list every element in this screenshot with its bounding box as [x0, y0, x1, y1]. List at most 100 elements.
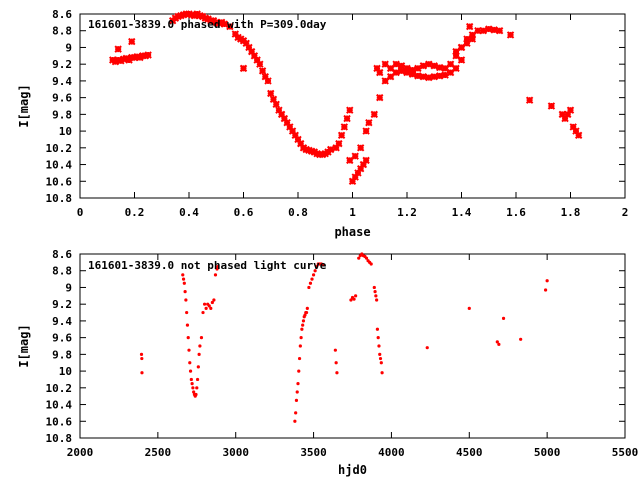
- phased-data-point: [506, 31, 515, 39]
- phased-data-point: [226, 22, 234, 31]
- phased-data-point: [376, 68, 384, 77]
- phased-data-point: [392, 60, 400, 68]
- unphased-data-point: [335, 371, 339, 375]
- phased-data-point: [346, 106, 354, 114]
- unphased-data-point: [467, 306, 471, 310]
- unphased-data-point: [352, 297, 356, 301]
- phased-y-tick-label: 10.2: [46, 142, 73, 155]
- phased-data-point: [340, 123, 349, 131]
- phased-data-point: [267, 89, 275, 98]
- unphased-data-point: [181, 273, 185, 277]
- phased-data-point: [566, 106, 575, 114]
- unphased-data-point: [303, 313, 307, 317]
- unphased-data-point: [321, 263, 325, 267]
- phased-x-axis-label: phase: [334, 225, 370, 239]
- phased-data-point: [326, 145, 335, 154]
- phased-data-point: [392, 68, 400, 77]
- unphased-data-point: [186, 336, 190, 340]
- unphased-data-point: [298, 344, 302, 348]
- unphased-data-point: [195, 386, 199, 390]
- unphased-x-tick-label: 2500: [145, 446, 172, 459]
- unphased-data-point: [184, 298, 188, 302]
- phased-data-point: [362, 156, 370, 165]
- unphased-data-point: [188, 369, 193, 373]
- phased-data-point: [425, 60, 433, 68]
- unphased-data-point: [301, 319, 306, 323]
- phased-data-point: [495, 27, 504, 35]
- unphased-data-point: [364, 256, 369, 260]
- unphased-y-tick-label: 9.2: [52, 298, 72, 311]
- phased-data-point: [485, 25, 493, 33]
- unphased-data-point: [293, 419, 297, 423]
- unphased-data-point: [140, 371, 144, 375]
- phased-data-point: [362, 127, 370, 135]
- phased-data-point: [435, 63, 444, 72]
- unphased-data-point: [375, 327, 380, 331]
- unphased-data-point: [377, 344, 381, 348]
- phased-data-point: [351, 152, 359, 160]
- phased-x-tick-label: 2: [622, 206, 629, 219]
- unphased-y-tick-label: 10: [59, 365, 72, 378]
- unphased-data-point: [369, 262, 373, 266]
- unphased-data-point: [373, 290, 377, 294]
- phased-data-point: [256, 60, 264, 68]
- unphased-x-tick-label: 4500: [456, 446, 483, 459]
- phased-data-point: [474, 27, 482, 35]
- phased-y-tick-label: 8.8: [52, 25, 72, 38]
- unphased-data-point: [305, 306, 309, 310]
- phased-data-point: [264, 77, 272, 85]
- unphased-data-point: [300, 327, 304, 331]
- unphased-y-tick-label: 10.4: [46, 399, 73, 412]
- unphased-y-tick-label: 9.6: [52, 332, 72, 345]
- unphased-data-point: [213, 273, 218, 277]
- unphased-data-point: [357, 256, 361, 260]
- unphased-data-point: [209, 306, 213, 310]
- phased-data-point: [356, 144, 365, 152]
- unphased-data-point: [194, 392, 198, 397]
- unphased-data-point: [315, 264, 319, 269]
- phased-data-point: [144, 51, 152, 59]
- unphased-y-tick-label: 10.8: [46, 432, 73, 445]
- unphased-data-point: [295, 390, 299, 394]
- unphased-data-point: [139, 352, 144, 356]
- unphased-data-point: [294, 398, 299, 402]
- phased-data-point: [386, 73, 395, 81]
- phased-data-point: [408, 66, 417, 74]
- unphased-x-tick-label: 3000: [222, 446, 249, 459]
- phased-y-tick-label: 8.6: [52, 8, 72, 21]
- unphased-data-point: [333, 348, 337, 352]
- phased-x-tick-label: 0.8: [288, 206, 308, 219]
- unphased-data-point: [349, 298, 353, 302]
- unphased-data-point: [376, 336, 380, 340]
- phased-data-point: [452, 64, 460, 73]
- phased-data-point: [425, 73, 433, 82]
- phased-data-point: [365, 119, 373, 127]
- unphased-data-point: [296, 382, 300, 386]
- unphased-y-tick-label: 9.4: [52, 315, 72, 328]
- phased-data-point: [220, 20, 229, 28]
- unphased-data-point: [181, 277, 186, 281]
- unphased-data-point: [372, 285, 376, 290]
- unphased-y-tick-label: 8.6: [52, 248, 72, 261]
- phased-y-tick-label: 9: [65, 41, 72, 54]
- unphased-x-axis-label: hjd0: [338, 463, 367, 477]
- unphased-data-point: [196, 365, 200, 369]
- unphased-data-point: [543, 288, 548, 292]
- unphased-y-axis-label: I[mag]: [17, 324, 31, 367]
- phased-data-point: [465, 22, 474, 31]
- phased-y-tick-label: 10.8: [46, 192, 73, 205]
- unphased-data-point: [207, 304, 211, 308]
- unphased-data-point: [313, 269, 317, 273]
- phased-plot-title: 161601-3839.0 phased with P=309.0day: [88, 18, 327, 31]
- phased-light-curve-panel: I[mag] phase 8.68.899.29.49.69.81010.210…: [17, 8, 628, 239]
- phased-x-tick-label: 0.2: [125, 206, 145, 219]
- unphased-data-point: [202, 302, 207, 306]
- phased-x-tick-label: 1.8: [561, 206, 581, 219]
- phased-x-tick-label: 1.2: [397, 206, 417, 219]
- unphased-data-point: [201, 310, 205, 315]
- phased-data-point: [335, 139, 343, 148]
- unphased-y-tick-label: 8.8: [52, 265, 72, 278]
- unphased-y-tick-label: 10.2: [46, 382, 73, 395]
- phased-y-tick-label: 10: [59, 125, 72, 138]
- phased-data-point: [376, 93, 384, 102]
